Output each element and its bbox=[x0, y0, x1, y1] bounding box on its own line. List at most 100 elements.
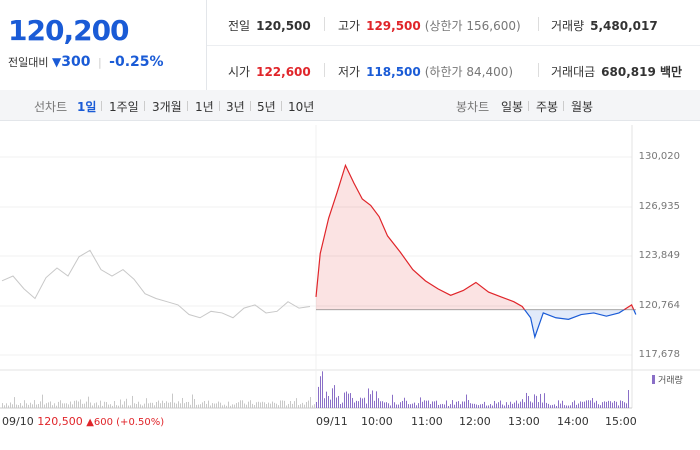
volume-bar bbox=[38, 404, 39, 408]
volume-bar bbox=[274, 402, 275, 408]
tab-1day[interactable]: 1일 bbox=[77, 100, 97, 114]
volume-bar bbox=[342, 402, 343, 408]
volume-bar bbox=[544, 393, 545, 408]
volume-bar bbox=[584, 401, 585, 408]
volume-bar bbox=[420, 397, 421, 408]
tab-weekly[interactable]: 주봉 bbox=[536, 100, 559, 114]
price-summary: 120,200 전일대비 ▼300 | -0.25% bbox=[0, 0, 207, 90]
divider: | bbox=[97, 56, 102, 69]
volume-bar bbox=[464, 401, 465, 408]
volume-bar bbox=[254, 405, 255, 408]
volume-bar bbox=[336, 397, 337, 408]
volume-bar bbox=[366, 403, 367, 408]
stat-value: 680,819 백만 bbox=[601, 65, 683, 79]
volume-bar bbox=[94, 403, 95, 408]
volume-bar bbox=[500, 400, 501, 408]
volume-bar bbox=[496, 403, 497, 408]
tab-5year[interactable]: 5년 bbox=[257, 100, 276, 114]
volume-bar bbox=[308, 400, 309, 408]
volume-bar bbox=[488, 405, 489, 408]
volume-bar bbox=[344, 392, 345, 408]
volume-bar bbox=[156, 402, 157, 408]
volume-bar bbox=[424, 400, 425, 408]
volume-bar bbox=[368, 388, 369, 408]
price-line-up bbox=[315, 163, 635, 310]
volume-bar bbox=[206, 403, 207, 408]
volume-bar bbox=[30, 402, 31, 408]
volume-bar bbox=[358, 401, 359, 408]
volume-bar bbox=[54, 403, 55, 408]
volume-bar bbox=[52, 405, 53, 408]
volume-bar bbox=[380, 401, 381, 408]
volume-bar bbox=[176, 403, 177, 408]
x-tick-label: 13:00 bbox=[508, 415, 540, 428]
volume-bar bbox=[388, 403, 389, 408]
volume-bar bbox=[558, 400, 559, 408]
tab-3month[interactable]: 3개월 bbox=[152, 100, 182, 114]
volume-bar bbox=[214, 403, 215, 408]
volume-bar bbox=[556, 405, 557, 408]
stat-volume: 거래량 5,480,017 bbox=[551, 17, 658, 34]
volume-bar bbox=[512, 403, 513, 408]
volume-bar bbox=[526, 392, 527, 408]
volume-bar bbox=[262, 401, 263, 408]
volume-bar bbox=[590, 400, 591, 408]
volume-bar bbox=[92, 405, 93, 408]
volume-bar bbox=[362, 398, 363, 408]
volume-bar bbox=[292, 403, 293, 408]
volume-bar bbox=[418, 403, 419, 408]
volume-bar bbox=[42, 394, 43, 408]
volume-bar bbox=[322, 371, 323, 408]
volume-bar bbox=[106, 402, 107, 408]
volume-bar bbox=[142, 405, 143, 408]
volume-bar bbox=[426, 400, 427, 408]
volume-bar bbox=[502, 404, 503, 408]
stat-amount: 거래대금 680,819 백만 bbox=[551, 63, 682, 80]
volume-bar bbox=[194, 399, 195, 408]
volume-bar bbox=[562, 400, 563, 408]
volume-bar bbox=[284, 400, 285, 408]
tab-10year[interactable]: 10년 bbox=[288, 100, 315, 114]
volume-bar bbox=[604, 401, 605, 408]
volume-bar bbox=[270, 403, 271, 408]
volume-bar bbox=[480, 404, 481, 408]
stat-value: 118,500 bbox=[366, 65, 421, 79]
volume-bar bbox=[172, 393, 173, 408]
volume-bar bbox=[104, 401, 105, 408]
volume-bar bbox=[8, 405, 9, 408]
volume-bar bbox=[348, 393, 349, 408]
tab-1year[interactable]: 1년 bbox=[195, 100, 214, 114]
volume-bar bbox=[408, 404, 409, 408]
volume-bar bbox=[88, 396, 89, 408]
volume-bar bbox=[540, 393, 541, 408]
volume-bar bbox=[612, 402, 613, 408]
tab-monthly[interactable]: 월봉 bbox=[571, 100, 594, 114]
volume-bar bbox=[360, 397, 361, 408]
legend-swatch bbox=[652, 375, 655, 384]
volume-bar bbox=[346, 391, 347, 408]
volume-bar bbox=[140, 404, 141, 408]
volume-bar bbox=[130, 405, 131, 408]
y-tick-label: 120,764 bbox=[638, 300, 680, 311]
volume-bar bbox=[564, 405, 565, 408]
divider bbox=[219, 101, 220, 111]
volume-bar bbox=[468, 400, 469, 408]
volume-bar bbox=[280, 400, 281, 408]
tab-3year[interactable]: 3년 bbox=[226, 100, 245, 114]
volume-bar bbox=[374, 400, 375, 408]
volume-bar bbox=[178, 401, 179, 408]
line-chart-label: 선차트 bbox=[34, 100, 68, 114]
tab-1week[interactable]: 1주일 bbox=[109, 100, 139, 114]
volume-bar bbox=[304, 404, 305, 408]
stat-label: 거래대금 bbox=[551, 65, 596, 79]
volume-bar bbox=[264, 402, 265, 408]
upper-limit: (상한가 156,600) bbox=[424, 19, 521, 33]
tab-daily[interactable]: 일봉 bbox=[501, 100, 524, 114]
volume-bar bbox=[324, 398, 325, 408]
stat-value: 129,500 bbox=[366, 19, 421, 33]
volume-bar bbox=[444, 404, 445, 408]
volume-bar bbox=[80, 399, 81, 408]
volume-bar bbox=[96, 402, 97, 408]
volume-bar bbox=[620, 400, 621, 408]
